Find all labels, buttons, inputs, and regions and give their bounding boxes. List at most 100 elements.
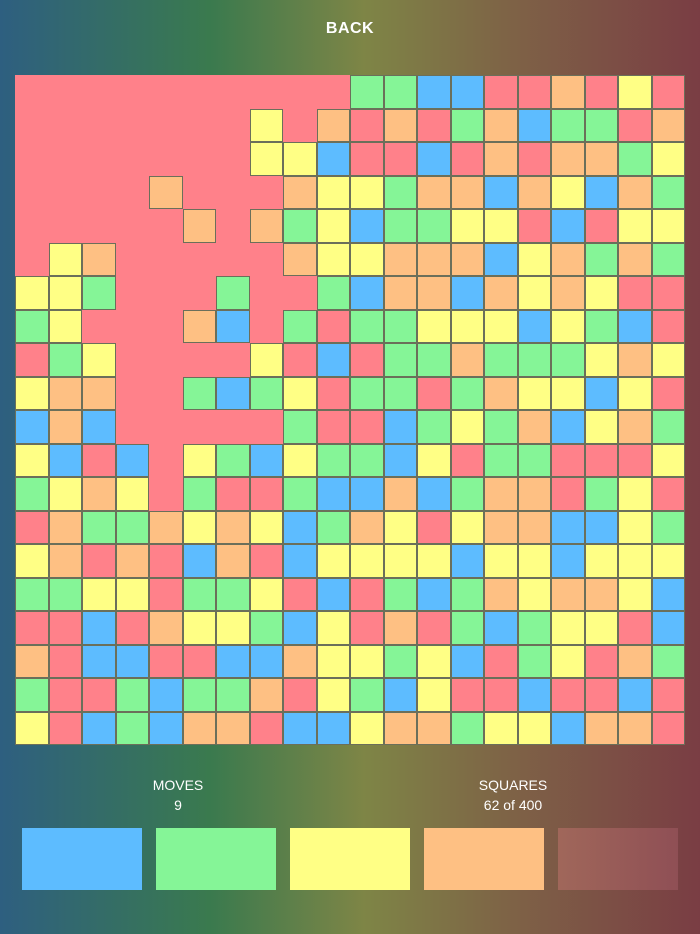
board-cell bbox=[551, 510, 585, 544]
board-cell bbox=[484, 711, 518, 745]
board-cell bbox=[651, 644, 685, 678]
board-cell bbox=[618, 410, 652, 444]
board-cell bbox=[484, 443, 518, 477]
board-cell bbox=[82, 510, 116, 544]
board-cell bbox=[249, 678, 283, 712]
board-cell bbox=[484, 108, 518, 142]
color-button-blue[interactable] bbox=[22, 828, 142, 890]
board-cell bbox=[82, 711, 116, 745]
board-cell bbox=[15, 510, 49, 544]
moves-value: 9 bbox=[174, 797, 182, 813]
color-button-green[interactable] bbox=[156, 828, 276, 890]
board-cell bbox=[182, 209, 216, 243]
squares-label: SQUARES bbox=[478, 777, 548, 793]
board-cell bbox=[584, 410, 618, 444]
board-cell bbox=[651, 678, 685, 712]
board-cell bbox=[48, 309, 82, 343]
board-cell bbox=[149, 611, 183, 645]
board-cell bbox=[48, 711, 82, 745]
board-cell bbox=[15, 544, 49, 578]
board-cell bbox=[383, 376, 417, 410]
board-cell bbox=[417, 443, 451, 477]
board-cell bbox=[517, 343, 551, 377]
board-cell bbox=[484, 644, 518, 678]
board-cell bbox=[48, 376, 82, 410]
board-cell bbox=[316, 309, 350, 343]
board-cell bbox=[283, 376, 317, 410]
back-button[interactable]: BACK bbox=[0, 20, 700, 38]
board-cell bbox=[15, 577, 49, 611]
board-cell bbox=[551, 678, 585, 712]
board-cell bbox=[551, 309, 585, 343]
board-cell bbox=[517, 611, 551, 645]
board-cell bbox=[584, 209, 618, 243]
board-cell bbox=[48, 644, 82, 678]
board-cell bbox=[48, 443, 82, 477]
color-button-yellow[interactable] bbox=[290, 828, 410, 890]
board-cell bbox=[350, 108, 384, 142]
board-cell bbox=[283, 443, 317, 477]
board-cell bbox=[82, 376, 116, 410]
board-cell bbox=[484, 175, 518, 209]
board-cell bbox=[249, 209, 283, 243]
board-cell bbox=[216, 510, 250, 544]
board-cell bbox=[383, 108, 417, 142]
board-cell bbox=[383, 276, 417, 310]
board-cell bbox=[350, 209, 384, 243]
board-cell bbox=[517, 242, 551, 276]
board-cell bbox=[283, 678, 317, 712]
board-cell bbox=[350, 544, 384, 578]
board-cell bbox=[350, 611, 384, 645]
board-cell bbox=[651, 410, 685, 444]
board-cell bbox=[350, 644, 384, 678]
board-cell bbox=[316, 611, 350, 645]
board-cell bbox=[450, 376, 484, 410]
board-cell bbox=[584, 276, 618, 310]
board-cell bbox=[651, 711, 685, 745]
board-cell bbox=[651, 376, 685, 410]
board-cell bbox=[651, 544, 685, 578]
board-cell bbox=[584, 108, 618, 142]
color-button-orange[interactable] bbox=[424, 828, 544, 890]
board-cell bbox=[283, 644, 317, 678]
board-cell bbox=[417, 410, 451, 444]
board-cell bbox=[15, 611, 49, 645]
board-cell bbox=[517, 376, 551, 410]
board-cell bbox=[383, 175, 417, 209]
board-cell bbox=[417, 376, 451, 410]
board-cell bbox=[182, 678, 216, 712]
board-cell bbox=[249, 443, 283, 477]
board-cell bbox=[383, 443, 417, 477]
board-cell bbox=[618, 242, 652, 276]
board-cell bbox=[584, 376, 618, 410]
board-cell bbox=[584, 142, 618, 176]
board-cell bbox=[82, 544, 116, 578]
board-cell bbox=[450, 75, 484, 109]
board-cell bbox=[484, 142, 518, 176]
board-cell bbox=[417, 209, 451, 243]
board-cell bbox=[216, 711, 250, 745]
board-cell bbox=[618, 175, 652, 209]
board-cell bbox=[417, 75, 451, 109]
board-cell bbox=[618, 577, 652, 611]
board-cell bbox=[182, 443, 216, 477]
board-cell bbox=[517, 108, 551, 142]
board-cell bbox=[350, 376, 384, 410]
board-cell bbox=[651, 510, 685, 544]
board-cell bbox=[283, 477, 317, 511]
board-cell bbox=[618, 678, 652, 712]
board-cell bbox=[249, 108, 283, 142]
board-cell bbox=[551, 577, 585, 611]
board-cell bbox=[182, 611, 216, 645]
board-cell bbox=[316, 343, 350, 377]
board-cell bbox=[551, 644, 585, 678]
board-cell bbox=[651, 443, 685, 477]
board-cell bbox=[618, 142, 652, 176]
board-cell bbox=[618, 75, 652, 109]
board-cell bbox=[283, 343, 317, 377]
board-cell bbox=[48, 611, 82, 645]
board-cell bbox=[316, 678, 350, 712]
color-button-red bbox=[558, 828, 678, 890]
board-cell bbox=[316, 544, 350, 578]
board-cell bbox=[484, 242, 518, 276]
